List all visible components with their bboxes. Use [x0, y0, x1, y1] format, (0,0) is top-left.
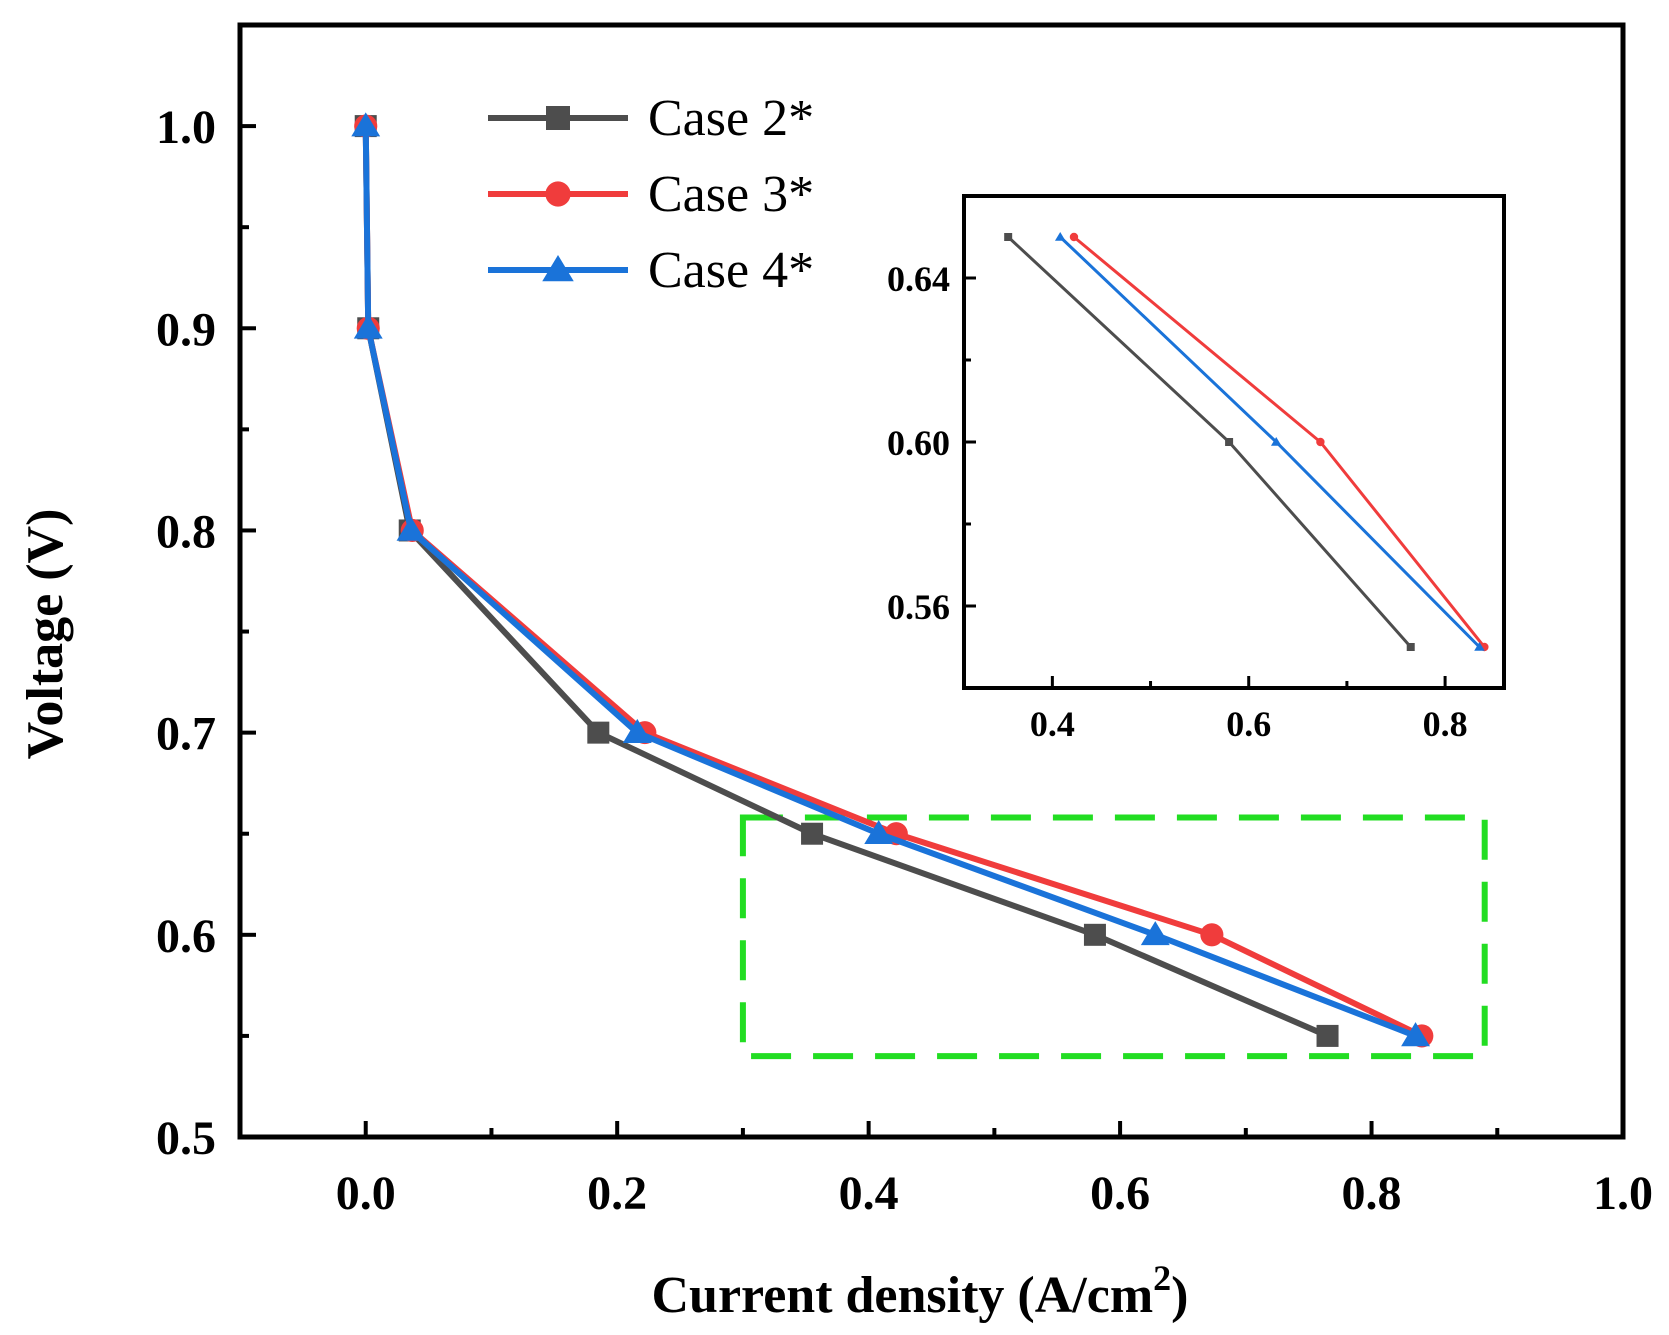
- legend-label: Case 3*: [648, 166, 814, 223]
- x-tick-label: 0.8: [1342, 1167, 1402, 1220]
- data-point-triangle: [1270, 437, 1282, 446]
- x-tick-label: 0.2: [587, 1167, 647, 1220]
- data-point-square: [1083, 923, 1106, 946]
- data-point-triangle: [622, 718, 652, 743]
- legend-item: Case 4*: [488, 242, 814, 299]
- y-tick-label: 0.8: [156, 505, 216, 558]
- x-tick-label: 0.4: [839, 1167, 899, 1220]
- main-y-ticks: 0.5 0.6 0.7 0.8 0.9 1.0: [156, 101, 256, 1165]
- legend-item: Case 3*: [488, 166, 814, 223]
- inset-y-tick-label: 0.64: [887, 259, 950, 299]
- data-point-triangle: [1140, 921, 1170, 946]
- data-point-square: [1225, 438, 1234, 446]
- inset-series: [1069, 232, 1489, 652]
- data-point-circle: [1200, 923, 1224, 947]
- x-tick-label: 0.0: [336, 1167, 396, 1220]
- series-case-4: [351, 112, 1430, 1047]
- data-point-triangle: [864, 819, 894, 845]
- main-x-ticks: 0.0 0.2 0.4 0.6 0.8 1.0: [336, 1121, 1653, 1220]
- y-tick-label: 0.9: [156, 303, 216, 356]
- inset-ticks: 0.4 0.6 0.8 0.56 0.60 0.64: [887, 259, 1468, 744]
- y-tick-label: 1.0: [156, 101, 216, 154]
- inset-x-tick-label: 0.8: [1423, 704, 1468, 744]
- y-tick-label: 0.5: [156, 1112, 216, 1165]
- legend-item: Case 2*: [488, 90, 814, 147]
- legend: Case 2* Case 3* Case 4*: [488, 90, 814, 299]
- data-point-square: [1316, 1024, 1339, 1047]
- data-point-triangle: [351, 112, 381, 137]
- data-point-square: [1406, 643, 1415, 651]
- legend-label: Case 4*: [648, 242, 814, 299]
- data-point-square: [587, 721, 610, 744]
- data-point-circle: [545, 181, 571, 207]
- legend-label: Case 2*: [648, 90, 814, 147]
- data-point-square: [1004, 233, 1013, 241]
- inset-x-tick-label: 0.4: [1030, 704, 1075, 744]
- data-point-triangle: [542, 255, 574, 282]
- x-axis-title: Current density (A/cm2): [652, 1258, 1189, 1324]
- inset-y-tick-label: 0.60: [887, 423, 950, 463]
- inset-y-tick-label: 0.56: [887, 587, 950, 627]
- data-point-triangle: [1474, 642, 1485, 651]
- y-tick-label: 0.6: [156, 910, 216, 963]
- data-point-triangle: [1401, 1022, 1430, 1047]
- inset-series: [1054, 232, 1485, 651]
- data-point-square: [801, 822, 824, 845]
- y-tick-label: 0.7: [156, 708, 216, 761]
- y-axis-title: Voltage (V): [17, 509, 74, 760]
- main-series-group: [351, 112, 1434, 1048]
- data-point-triangle: [396, 516, 426, 541]
- data-point-square: [546, 106, 570, 130]
- inset-x-tick-label: 0.6: [1226, 704, 1271, 744]
- data-point-circle: [1069, 232, 1079, 242]
- inset-series-group: [1004, 232, 1489, 652]
- inset-series: [1004, 233, 1415, 651]
- main-plot-frame: [237, 22, 1626, 1140]
- data-point-circle: [1316, 437, 1325, 447]
- x-tick-label: 1.0: [1593, 1167, 1653, 1220]
- x-tick-label: 0.6: [1090, 1167, 1150, 1220]
- data-point-triangle: [1054, 232, 1066, 241]
- data-point-triangle: [353, 314, 383, 339]
